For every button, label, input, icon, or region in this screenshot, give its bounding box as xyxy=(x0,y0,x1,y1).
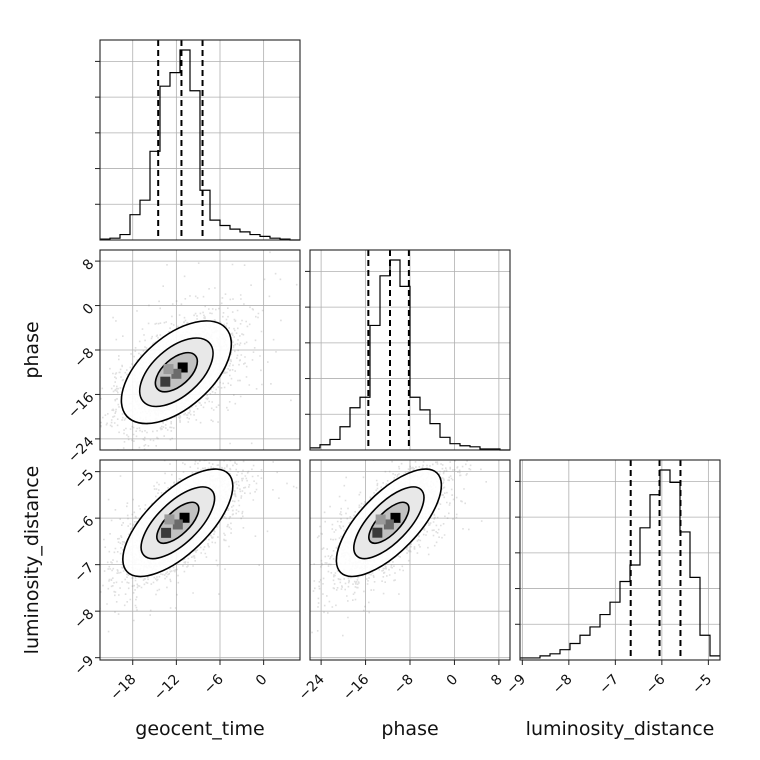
panel-geocent-time-vs-luminosity-distance xyxy=(99,459,301,661)
xtick-label-luminosity-distance-4: −5 xyxy=(689,672,715,698)
density-peak-block-3 xyxy=(375,514,386,525)
xtick-label-phase-2: −8 xyxy=(391,672,417,698)
hist-panel-phase xyxy=(305,249,511,451)
xtick-label-geocent-time-0: −18 xyxy=(107,672,139,704)
xtick-label-luminosity-distance-1: −8 xyxy=(550,672,576,698)
density-peak-block-3 xyxy=(164,514,175,525)
ytick-label-luminosity-distance-0: −9 xyxy=(71,653,97,679)
xtick-label-phase-3: 0 xyxy=(444,672,462,690)
density-peak-block-1 xyxy=(177,362,188,373)
hist-step-geocent-time xyxy=(100,49,300,241)
hist-frame-luminosity-distance xyxy=(519,459,721,661)
ytick-label-phase-0: −24 xyxy=(65,434,97,466)
ytick-label-luminosity-distance-2: −7 xyxy=(71,560,97,586)
density-peak-block-0 xyxy=(161,527,172,538)
ytick-label-luminosity-distance-4: −5 xyxy=(71,467,97,493)
ytick-label-phase-1: −16 xyxy=(65,389,97,421)
ytick-label-phase-4: 8 xyxy=(80,256,98,274)
hist-panel-geocent-time xyxy=(95,39,301,241)
plot-layer: −24−16−808−9−8−7−6−5−18 −12 −6 0 −24 −16 −8 0 8−… xyxy=(65,39,721,704)
xtick-label-luminosity-distance-0: −9 xyxy=(503,672,529,698)
hist-panel-luminosity-distance xyxy=(515,459,721,661)
panel-inner xyxy=(311,460,487,637)
xlabel-luminosity-distance: luminosity_distance xyxy=(526,718,715,740)
density-peak-block-1 xyxy=(179,512,190,523)
xtick-label-geocent-time-1: −12 xyxy=(151,672,183,704)
xtick-label-geocent-time-2: −6 xyxy=(201,671,227,697)
ytick-label-luminosity-distance-3: −6 xyxy=(71,513,97,539)
hist-step-luminosity-distance xyxy=(520,469,720,659)
ylabel-phase: phase xyxy=(21,321,43,378)
xtick-label-phase-0: −24 xyxy=(296,671,328,703)
panel-frame xyxy=(99,459,301,661)
xtick-label-phase-1: −16 xyxy=(340,671,372,703)
panel-phase-vs-luminosity-distance xyxy=(309,459,511,661)
ytick-label-phase-2: −8 xyxy=(71,345,97,371)
density-peak-block-0 xyxy=(372,527,383,538)
xlabel-phase: phase xyxy=(381,718,438,740)
hist-frame-phase xyxy=(309,249,511,451)
xtick-label-luminosity-distance-3: −6 xyxy=(643,671,669,697)
density-peak-block-3 xyxy=(163,364,174,375)
hist-step-phase xyxy=(310,259,510,451)
density-peak-block-2 xyxy=(172,519,183,530)
ylabel-luminosity-distance: luminosity_distance xyxy=(21,466,43,655)
xlabel-geocent-time: geocent_time xyxy=(135,718,264,740)
hist-frame-geocent-time xyxy=(99,39,301,241)
xtick-label-geocent-time-3: 0 xyxy=(253,672,271,690)
panel-inner xyxy=(100,251,298,450)
scatter-points xyxy=(311,460,487,637)
panel-geocent-time-vs-phase xyxy=(99,249,301,451)
density-peak-block-1 xyxy=(390,512,401,523)
ytick-label-luminosity-distance-1: −8 xyxy=(71,606,97,632)
density-peak-block-2 xyxy=(171,368,182,379)
density-peak-block-2 xyxy=(383,519,394,530)
ytick-label-phase-3: 0 xyxy=(80,301,98,319)
density-peak-block-0 xyxy=(160,376,171,387)
xtick-label-luminosity-distance-2: −7 xyxy=(596,672,622,698)
panel-inner xyxy=(100,460,298,633)
